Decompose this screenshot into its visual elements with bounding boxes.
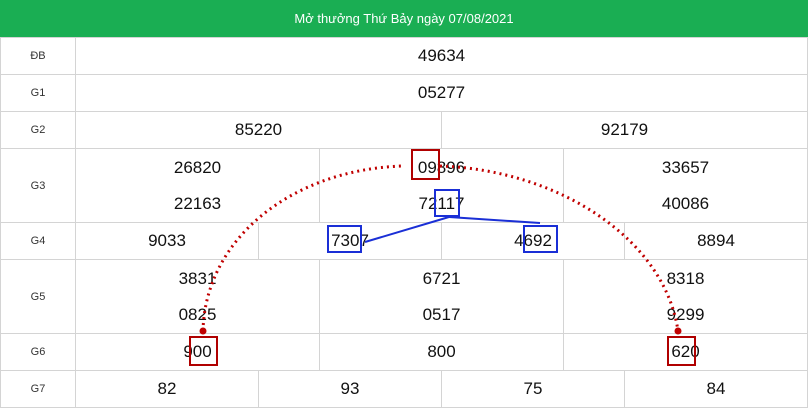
- g6-number: 800: [319, 334, 563, 370]
- g3-column: 26820 22163: [76, 149, 319, 222]
- g3-number: 33657: [661, 157, 710, 177]
- g5-column: 6721 0517: [319, 260, 563, 333]
- label-db: ĐB: [0, 37, 76, 75]
- g3-column: 09896 72117: [319, 149, 563, 222]
- row-g6: G6 900 800 620: [0, 333, 808, 371]
- g3-number: 26820: [173, 157, 222, 177]
- g2-cell: 85220 92179: [75, 111, 808, 149]
- label-g5: G5: [0, 259, 76, 334]
- g7-number: 93: [258, 371, 441, 407]
- label-g3: G3: [0, 148, 76, 223]
- g5-cell: 3831 0825 6721 0517 8318 9299: [75, 259, 808, 334]
- g7-number: 82: [157, 379, 177, 398]
- g3-number: 22163: [173, 193, 222, 213]
- g1-number: 05277: [75, 74, 808, 112]
- row-g1: G1 05277: [0, 74, 808, 112]
- g5-number: 0825: [178, 304, 217, 324]
- g7-cell: 82 93 75 84: [75, 370, 808, 408]
- results-table: ĐB 49634 G1 05277 G2 85220 92179 G3 2682…: [0, 37, 808, 408]
- g5-number: 8318: [666, 268, 705, 288]
- g4-number: 7307: [258, 223, 441, 259]
- g2-number: 92179: [441, 112, 807, 148]
- g5-number: 9299: [666, 304, 705, 324]
- results-header: Mở thưởng Thứ Bảy ngày 07/08/2021: [0, 0, 808, 37]
- g6-cell: 900 800 620: [75, 333, 808, 371]
- label-g7: G7: [0, 370, 76, 408]
- g3-column: 33657 40086: [563, 149, 807, 222]
- label-g2: G2: [0, 111, 76, 149]
- label-g4: G4: [0, 222, 76, 260]
- row-g4: G4 9033 7307 4692 8894: [0, 222, 808, 260]
- g3-number: 09896: [417, 157, 466, 177]
- g5-number: 6721: [422, 268, 461, 288]
- g5-column: 8318 9299: [563, 260, 807, 333]
- g5-number: 0517: [422, 304, 461, 324]
- g2-number: 85220: [234, 120, 283, 139]
- g7-number: 75: [441, 371, 624, 407]
- g3-number: 72117: [418, 193, 465, 213]
- row-db: ĐB 49634: [0, 37, 808, 75]
- special-prize-number: 49634: [75, 37, 808, 75]
- row-g2: G2 85220 92179: [0, 111, 808, 149]
- g3-number: 40086: [661, 193, 710, 213]
- row-g3: G3 26820 22163 09896 72117 33657 40086: [0, 148, 808, 223]
- g4-number: 9033: [148, 231, 186, 250]
- row-g5: G5 3831 0825 6721 0517 8318 9299: [0, 259, 808, 334]
- g6-number: 900: [183, 342, 212, 361]
- g4-cell: 9033 7307 4692 8894: [75, 222, 808, 260]
- row-g7: G7 82 93 75 84: [0, 370, 808, 408]
- g6-number: 620: [563, 334, 807, 370]
- g5-column: 3831 0825: [76, 260, 319, 333]
- g4-number: 4692: [441, 223, 624, 259]
- label-g1: G1: [0, 74, 76, 112]
- label-g6: G6: [0, 333, 76, 371]
- g5-number: 3831: [178, 268, 217, 288]
- g7-number: 84: [624, 371, 807, 407]
- g3-cell: 26820 22163 09896 72117 33657 40086: [75, 148, 808, 223]
- g4-number: 8894: [624, 223, 807, 259]
- header-title: Mở thưởng Thứ Bảy ngày 07/08/2021: [294, 11, 514, 26]
